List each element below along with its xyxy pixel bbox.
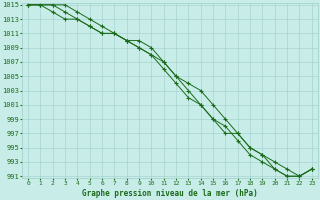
X-axis label: Graphe pression niveau de la mer (hPa): Graphe pression niveau de la mer (hPa) [82, 189, 258, 198]
